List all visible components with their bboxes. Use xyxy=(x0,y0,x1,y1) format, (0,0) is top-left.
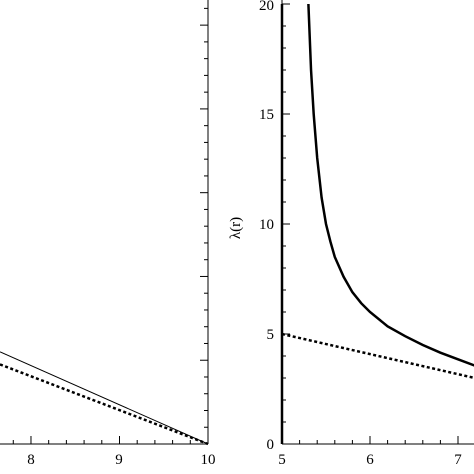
left-panel-ticks xyxy=(12,7,209,444)
right-y-tick-label-0: 0 xyxy=(267,437,275,453)
left-panel: 8 9 10 xyxy=(0,0,216,468)
right-series-dashed xyxy=(281,332,474,380)
left-x-tick-label-10: 10 xyxy=(201,452,216,468)
right-x-tick-label-5: 5 xyxy=(278,452,286,468)
right-y-tick-label-5: 5 xyxy=(267,327,275,343)
right-panel: 0 5 10 15 20 5 6 7 λ(r) xyxy=(228,0,474,468)
right-y-tick-label-10: 10 xyxy=(259,217,274,233)
right-series-curve xyxy=(307,3,474,367)
left-x-tick-label-9: 9 xyxy=(115,452,123,468)
left-series-solid xyxy=(0,351,209,445)
right-y-axis-label: λ(r) xyxy=(228,217,244,239)
left-x-tick-label-8: 8 xyxy=(27,452,35,468)
left-series-dashed xyxy=(0,363,209,446)
right-x-tick-label-7: 7 xyxy=(454,452,462,468)
right-y-tick-label-15: 15 xyxy=(259,107,274,123)
right-y-tick-label-20: 20 xyxy=(259,0,274,14)
right-panel-series xyxy=(280,3,474,444)
right-x-tick-label-6: 6 xyxy=(366,452,374,468)
left-panel-series xyxy=(0,351,209,446)
